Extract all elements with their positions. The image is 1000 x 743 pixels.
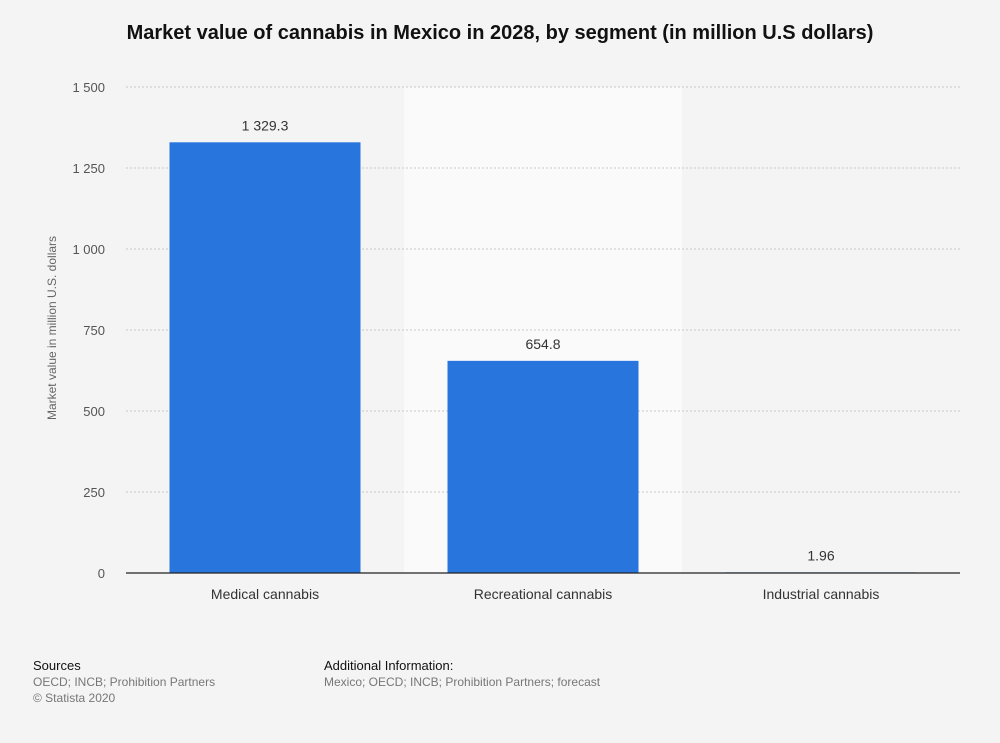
y-tick-label: 1 500 [72,80,105,95]
y-tick-label: 750 [83,323,105,338]
additional-info-heading: Additional Information: [324,658,454,673]
y-tick-label: 500 [83,404,105,419]
bar-chart: 0 250 500 750 1 000 1 250 1 500 1 329.3 654.8 1.… [45,80,960,602]
y-tick-label: 1 250 [72,161,105,176]
sources-block: Sources OECD; INCB; Prohibition Partners… [33,658,215,706]
bar [447,360,639,573]
y-axis-label: Market value in million U.S. dollars [45,236,59,420]
category-label: Recreational cannabis [474,586,613,602]
y-tick-label: 0 [98,566,105,581]
copyright-line: © Statista 2020 [33,691,116,705]
y-tick-label: 250 [83,485,105,500]
y-tick-label: 1 000 [72,242,105,257]
bar [169,142,361,573]
chart-title: Market value of cannabis in Mexico in 20… [126,22,874,44]
data-label: 1.96 [807,547,834,563]
data-label: 654.8 [525,336,560,352]
category-label: Medical cannabis [211,586,319,602]
sources-line: OECD; INCB; Prohibition Partners [33,675,216,689]
category-label: Industrial cannabis [763,586,880,602]
data-label: 1 329.3 [242,117,289,133]
additional-info-block: Additional Information: Mexico; OECD; IN… [324,658,600,690]
additional-info-line: Mexico; OECD; INCB; Prohibition Partners… [324,675,601,689]
sources-heading: Sources [33,658,81,673]
